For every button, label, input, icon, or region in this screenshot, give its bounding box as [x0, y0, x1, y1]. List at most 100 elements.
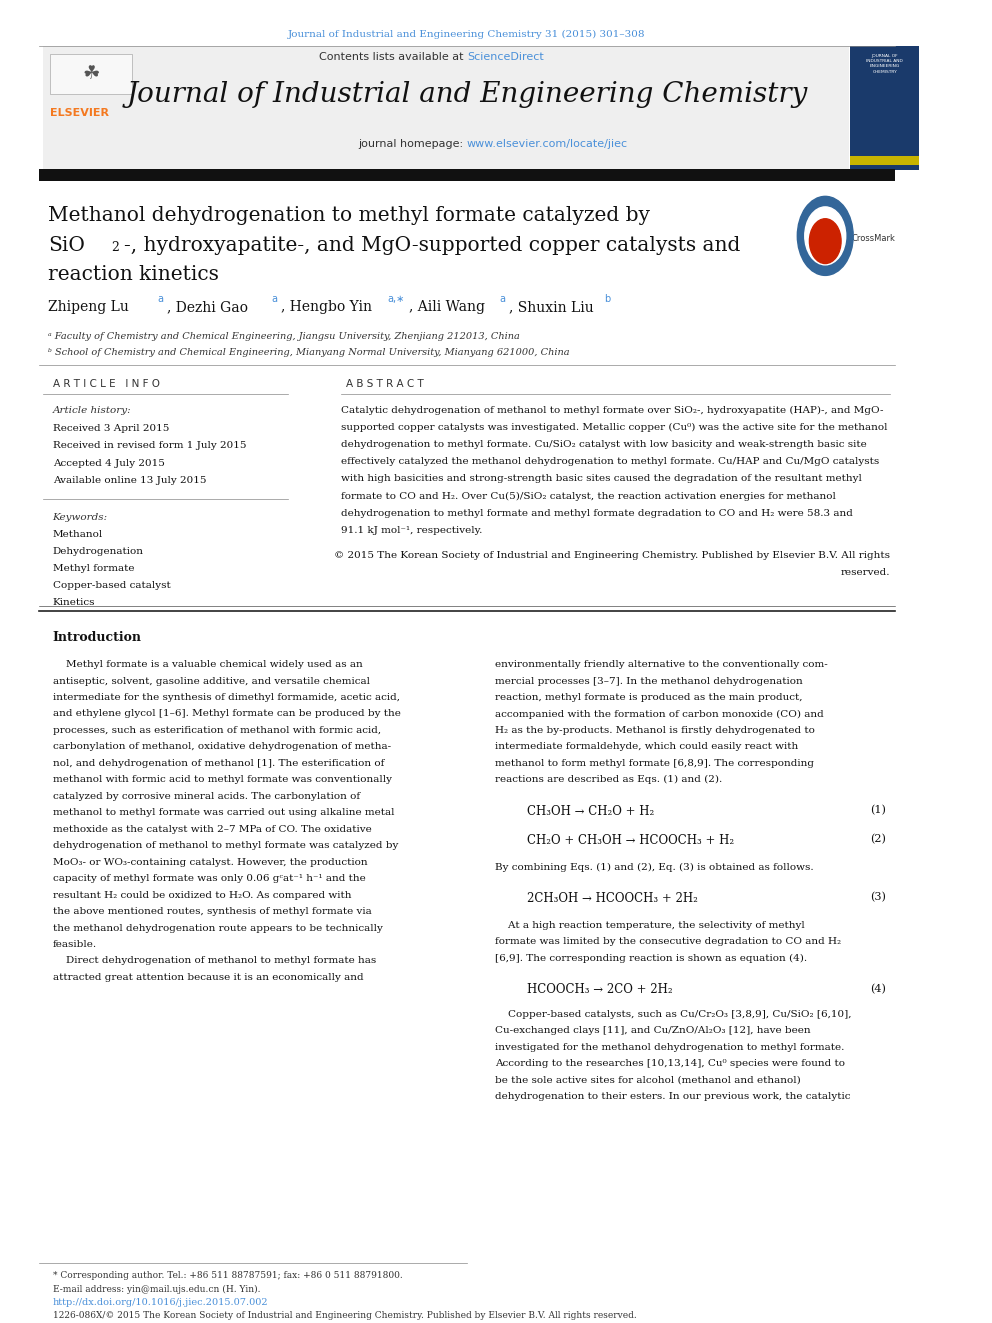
Text: 1226-086X/© 2015 The Korean Society of Industrial and Engineering Chemistry. Pub: 1226-086X/© 2015 The Korean Society of I…: [53, 1311, 636, 1320]
Text: nol, and dehydrogenation of methanol [1]. The esterification of: nol, and dehydrogenation of methanol [1]…: [53, 759, 384, 767]
Text: 2: 2: [111, 241, 119, 254]
Text: Received in revised form 1 July 2015: Received in revised form 1 July 2015: [53, 442, 246, 450]
Text: Introduction: Introduction: [53, 631, 142, 644]
Text: Contents lists available at: Contents lists available at: [318, 52, 467, 62]
Text: a,∗: a,∗: [388, 294, 405, 304]
Text: According to the researches [10,13,14], Cu⁰ species were found to: According to the researches [10,13,14], …: [495, 1060, 845, 1068]
Text: antiseptic, solvent, gasoline additive, and versatile chemical: antiseptic, solvent, gasoline additive, …: [53, 676, 370, 685]
Text: * Corresponding author. Tel.: +86 511 88787591; fax: +86 0 511 88791800.: * Corresponding author. Tel.: +86 511 88…: [53, 1271, 403, 1281]
Text: Journal of Industrial and Engineering Chemistry: Journal of Industrial and Engineering Ch…: [126, 82, 807, 108]
Bar: [39, 169, 895, 180]
Text: SiO: SiO: [48, 235, 84, 255]
Circle shape: [798, 196, 853, 275]
Text: CH₃OH → CH₂O + H₂: CH₃OH → CH₂O + H₂: [528, 804, 655, 818]
Text: investigated for the methanol dehydrogenation to methyl formate.: investigated for the methanol dehydrogen…: [495, 1043, 844, 1052]
Text: b: b: [604, 294, 611, 304]
Text: dehydrogenation to methyl formate. Cu/SiO₂ catalyst with low basicity and weak-s: dehydrogenation to methyl formate. Cu/Si…: [341, 441, 867, 448]
Text: the above mentioned routes, synthesis of methyl formate via: the above mentioned routes, synthesis of…: [53, 908, 371, 916]
Text: By combining Eqs. (1) and (2), Eq. (3) is obtained as follows.: By combining Eqs. (1) and (2), Eq. (3) i…: [495, 863, 813, 872]
Text: Keywords:: Keywords:: [53, 512, 108, 521]
Text: http://dx.doi.org/10.1016/j.jiec.2015.07.002: http://dx.doi.org/10.1016/j.jiec.2015.07…: [53, 1298, 268, 1307]
Text: Copper-based catalysts, such as Cu/Cr₂O₃ [3,8,9], Cu/SiO₂ [6,10],: Copper-based catalysts, such as Cu/Cr₂O₃…: [495, 1009, 851, 1019]
Text: Methyl formate: Methyl formate: [53, 564, 134, 573]
Text: ᵇ School of Chemistry and Chemical Engineering, Mianyang Normal University, Mian: ᵇ School of Chemistry and Chemical Engin…: [48, 348, 569, 357]
Text: (2): (2): [870, 833, 886, 844]
Text: ☘: ☘: [82, 65, 99, 83]
Text: © 2015 The Korean Society of Industrial and Engineering Chemistry. Published by : © 2015 The Korean Society of Industrial …: [334, 550, 891, 560]
Text: Received 3 April 2015: Received 3 April 2015: [53, 425, 169, 433]
Text: dehydrogenation to methyl formate and methyl formate degradation to CO and H₂ we: dehydrogenation to methyl formate and me…: [341, 508, 853, 517]
Text: with high basicities and strong-strength basic sites caused the degradation of t: with high basicities and strong-strength…: [341, 475, 862, 483]
Bar: [850, 46, 920, 171]
Text: CrossMark: CrossMark: [851, 234, 895, 243]
Text: methanol with formic acid to methyl formate was conventionally: methanol with formic acid to methyl form…: [53, 775, 392, 785]
Text: Article history:: Article history:: [53, 406, 131, 415]
Text: a: a: [499, 294, 506, 304]
Text: HCOOCH₃ → 2CO + 2H₂: HCOOCH₃ → 2CO + 2H₂: [528, 983, 673, 996]
Text: effectively catalyzed the methanol dehydrogenation to methyl formate. Cu/HAP and: effectively catalyzed the methanol dehyd…: [341, 458, 880, 466]
Text: intermediate formaldehyde, which could easily react with: intermediate formaldehyde, which could e…: [495, 742, 798, 751]
Text: Zhipeng Lu: Zhipeng Lu: [48, 300, 129, 315]
Text: 91.1 kJ mol⁻¹, respectively.: 91.1 kJ mol⁻¹, respectively.: [341, 525, 482, 534]
Text: Dehydrogenation: Dehydrogenation: [53, 546, 144, 556]
Text: MoO₃- or WO₃-containing catalyst. However, the production: MoO₃- or WO₃-containing catalyst. Howeve…: [53, 857, 367, 867]
Text: Available online 13 July 2015: Available online 13 July 2015: [53, 476, 206, 484]
Text: resultant H₂ could be oxidized to H₂O. As compared with: resultant H₂ could be oxidized to H₂O. A…: [53, 890, 351, 900]
Text: H₂ as the by-products. Methanol is firstly dehydrogenated to: H₂ as the by-products. Methanol is first…: [495, 726, 814, 734]
Text: Accepted 4 July 2015: Accepted 4 July 2015: [53, 459, 165, 467]
Text: feasible.: feasible.: [53, 939, 96, 949]
Text: E-mail address: yin@mail.ujs.edu.cn (H. Yin).: E-mail address: yin@mail.ujs.edu.cn (H. …: [53, 1285, 260, 1294]
Text: ELSEVIER: ELSEVIER: [50, 108, 109, 118]
Text: A R T I C L E   I N F O: A R T I C L E I N F O: [53, 380, 160, 389]
Text: dehydrogenation to their esters. In our previous work, the catalytic: dehydrogenation to their esters. In our …: [495, 1093, 850, 1101]
Text: and ethylene glycol [1–6]. Methyl formate can be produced by the: and ethylene glycol [1–6]. Methyl format…: [53, 709, 401, 718]
Bar: [850, 156, 920, 165]
Text: JOURNAL OF
INDUSTRIAL AND
ENGINEERING
CHEMISTRY: JOURNAL OF INDUSTRIAL AND ENGINEERING CH…: [866, 54, 903, 74]
Text: methanol to form methyl formate [6,8,9]. The corresponding: methanol to form methyl formate [6,8,9].…: [495, 759, 813, 767]
Text: , Shuxin Liu: , Shuxin Liu: [509, 300, 593, 315]
Text: the methanol dehydrogenation route appears to be technically: the methanol dehydrogenation route appea…: [53, 923, 383, 933]
Text: be the sole active sites for alcohol (methanol and ethanol): be the sole active sites for alcohol (me…: [495, 1076, 801, 1085]
Text: processes, such as esterification of methanol with formic acid,: processes, such as esterification of met…: [53, 726, 381, 734]
Text: reserved.: reserved.: [841, 568, 891, 577]
Text: a: a: [158, 294, 164, 304]
Text: [6,9]. The corresponding reaction is shown as equation (4).: [6,9]. The corresponding reaction is sho…: [495, 954, 806, 963]
Text: (3): (3): [870, 892, 886, 902]
Text: Methanol dehydrogenation to methyl formate catalyzed by: Methanol dehydrogenation to methyl forma…: [48, 205, 650, 225]
Text: capacity of methyl formate was only 0.06 gᶜat⁻¹ h⁻¹ and the: capacity of methyl formate was only 0.06…: [53, 875, 365, 884]
Text: mercial processes [3–7]. In the methanol dehydrogenation: mercial processes [3–7]. In the methanol…: [495, 676, 803, 685]
Text: (1): (1): [870, 804, 886, 815]
Text: Methyl formate is a valuable chemical widely used as an: Methyl formate is a valuable chemical wi…: [53, 660, 362, 669]
Text: a: a: [272, 294, 278, 304]
Text: formate was limited by the consecutive degradation to CO and H₂: formate was limited by the consecutive d…: [495, 938, 841, 946]
Text: reaction kinetics: reaction kinetics: [48, 265, 219, 284]
Text: 2CH₃OH → HCOOCH₃ + 2H₂: 2CH₃OH → HCOOCH₃ + 2H₂: [528, 892, 698, 905]
Text: dehydrogenation of methanol to methyl formate was catalyzed by: dehydrogenation of methanol to methyl fo…: [53, 841, 398, 851]
Text: reaction, methyl formate is produced as the main product,: reaction, methyl formate is produced as …: [495, 693, 803, 703]
Text: reactions are described as Eqs. (1) and (2).: reactions are described as Eqs. (1) and …: [495, 775, 722, 785]
Text: methanol to methyl formate was carried out using alkaline metal: methanol to methyl formate was carried o…: [53, 808, 394, 818]
Text: catalyzed by corrosive mineral acids. The carbonylation of: catalyzed by corrosive mineral acids. Th…: [53, 791, 360, 800]
Circle shape: [805, 206, 846, 265]
Text: carbonylation of methanol, oxidative dehydrogenation of metha-: carbonylation of methanol, oxidative deh…: [53, 742, 391, 751]
Text: , Dezhi Gao: , Dezhi Gao: [167, 300, 248, 315]
Circle shape: [809, 218, 841, 263]
Text: intermediate for the synthesis of dimethyl formamide, acetic acid,: intermediate for the synthesis of dimeth…: [53, 693, 400, 703]
Text: Journal of Industrial and Engineering Chemistry 31 (2015) 301–308: Journal of Industrial and Engineering Ch…: [288, 30, 646, 40]
Text: supported copper catalysts was investigated. Metallic copper (Cu⁰) was the activ: supported copper catalysts was investiga…: [341, 423, 888, 433]
Text: -, hydroxyapatite-, and MgO-supported copper catalysts and: -, hydroxyapatite-, and MgO-supported co…: [124, 235, 741, 255]
Text: Direct dehydrogenation of methanol to methyl formate has: Direct dehydrogenation of methanol to me…: [53, 957, 376, 966]
Text: environmentally friendly alternative to the conventionally com-: environmentally friendly alternative to …: [495, 660, 827, 669]
Text: methoxide as the catalyst with 2–7 MPa of CO. The oxidative: methoxide as the catalyst with 2–7 MPa o…: [53, 824, 371, 833]
Bar: [44, 46, 848, 171]
Text: ScienceDirect: ScienceDirect: [467, 52, 544, 62]
Text: , Aili Wang: , Aili Wang: [409, 300, 485, 315]
Text: Cu-exchanged clays [11], and Cu/ZnO/Al₂O₃ [12], have been: Cu-exchanged clays [11], and Cu/ZnO/Al₂O…: [495, 1027, 810, 1036]
Text: Copper-based catalyst: Copper-based catalyst: [53, 581, 171, 590]
Text: A B S T R A C T: A B S T R A C T: [346, 380, 424, 389]
Text: Methanol: Methanol: [53, 529, 103, 538]
Text: At a high reaction temperature, the selectivity of methyl: At a high reaction temperature, the sele…: [495, 921, 805, 930]
Text: (4): (4): [870, 983, 886, 994]
Text: www.elsevier.com/locate/jiec: www.elsevier.com/locate/jiec: [467, 139, 628, 148]
Text: Catalytic dehydrogenation of methanol to methyl formate over SiO₂-, hydroxyapati: Catalytic dehydrogenation of methanol to…: [341, 406, 884, 415]
